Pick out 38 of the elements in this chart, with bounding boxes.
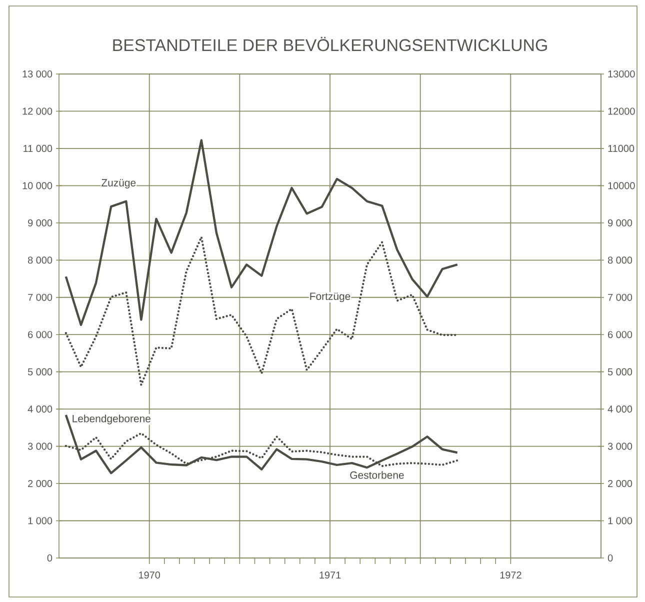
y-tick-label: 12 000 bbox=[22, 108, 52, 115]
y-tick-label: 10 000 bbox=[22, 182, 52, 190]
y-tick-label: 11 000 bbox=[24, 144, 52, 152]
y-tick-label: 5 000 bbox=[28, 368, 52, 376]
y-tick-label: 6 000 bbox=[28, 331, 52, 338]
x-tick-label: 1972 bbox=[500, 572, 522, 579]
y-tick-label: 0 bbox=[47, 554, 52, 562]
y2-tick-label: 13000 bbox=[608, 70, 635, 78]
y-tick-label: 9 000 bbox=[28, 219, 52, 226]
y-tick-label: 1 000 bbox=[28, 517, 52, 524]
y2-tick-label: 2 000 bbox=[608, 480, 632, 488]
series-label: Lebendgeborene bbox=[72, 414, 150, 424]
series-label: Gestorbene bbox=[350, 471, 404, 479]
y2-tick-label: 10000 bbox=[608, 182, 635, 190]
y2-tick-label: 4 000 bbox=[608, 406, 632, 413]
y2-tick-label: 0 bbox=[608, 554, 613, 562]
y-tick-label: 13 000 bbox=[22, 70, 52, 78]
y2-tick-label: 3 000 bbox=[608, 442, 632, 450]
y2-tick-label: 1 000 bbox=[608, 517, 632, 524]
y2-tick-label: 7 000 bbox=[608, 294, 632, 301]
y-tick-label: 3 000 bbox=[28, 442, 52, 450]
y2-tick-label: 11000 bbox=[608, 144, 634, 152]
y-tick-label: 4 000 bbox=[28, 406, 52, 413]
chart-title: BESTANDTEILE DER BEVÖLKERUNGSENTWICKLUNG bbox=[113, 36, 547, 52]
y-tick-label: 7 000 bbox=[28, 294, 52, 301]
y2-tick-label: 9 000 bbox=[608, 219, 632, 226]
y2-tick-label: 12000 bbox=[608, 108, 635, 115]
y-tick-label: 2 000 bbox=[28, 480, 52, 488]
y-tick-label: 8 000 bbox=[28, 256, 52, 264]
x-tick-label: 1970 bbox=[139, 572, 160, 579]
series-label: Fortzüge bbox=[310, 292, 350, 302]
line-series bbox=[64, 236, 458, 386]
line-series bbox=[64, 139, 458, 326]
y2-tick-label: 5 000 bbox=[608, 368, 632, 376]
series-label: Zuzüge bbox=[102, 179, 136, 188]
y2-tick-label: 8 000 bbox=[608, 256, 632, 264]
y2-tick-label: 6 000 bbox=[608, 331, 632, 338]
x-tick-label: 1971 bbox=[320, 572, 341, 579]
